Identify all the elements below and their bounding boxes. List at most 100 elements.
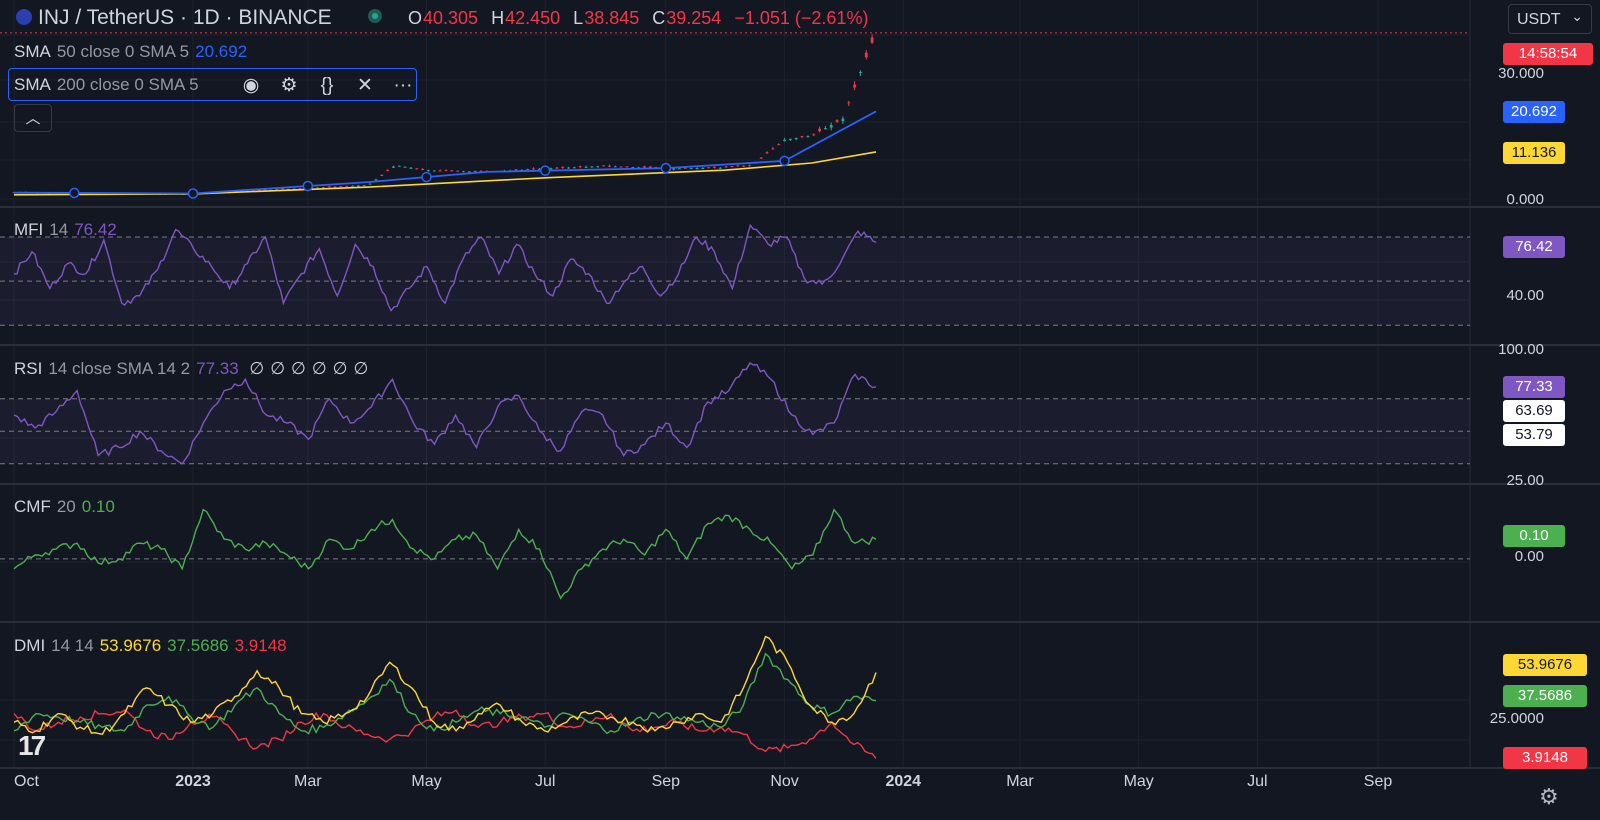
candle-body: [625, 166, 629, 168]
candle-body: [374, 179, 378, 181]
candle-body: [257, 189, 261, 191]
price-tick: 0.000: [1506, 191, 1544, 208]
time-axis-label: Mar: [1006, 773, 1034, 790]
mfi-params: 14: [49, 220, 69, 239]
candle-body: [584, 166, 588, 168]
rsi-null-value: ∅: [332, 359, 348, 378]
candle-body: [473, 170, 477, 172]
time-axis-label: Nov: [770, 773, 798, 790]
dmi-tick: 25.0000: [1489, 710, 1544, 727]
sma200-legend[interactable]: SMA 200 close 0 SMA 5: [14, 75, 205, 95]
sma50-name: SMA: [14, 42, 51, 61]
candle-body: [572, 167, 576, 169]
collapse-legend-button[interactable]: ︿: [14, 104, 52, 132]
rsi-badge: 77.33: [1503, 376, 1565, 398]
candle-body: [392, 166, 395, 168]
time-axis-label: May: [1124, 773, 1154, 790]
axis-settings-icon[interactable]: ⚙: [1539, 784, 1559, 809]
more-icon[interactable]: ···: [393, 75, 413, 96]
candle-body: [345, 185, 349, 187]
minus-di-line: [13, 709, 877, 759]
candle-body: [631, 167, 635, 169]
candle-body: [467, 171, 471, 173]
candle-body: [368, 183, 372, 185]
candle-body: [386, 169, 389, 171]
candle-body: [678, 168, 681, 170]
candle-body: [479, 170, 483, 172]
sma50-params: 50 close 0 SMA 5: [56, 42, 190, 61]
dmi-name: DMI: [14, 636, 46, 655]
candle-body: [783, 139, 786, 142]
candle-body: [316, 187, 319, 189]
source-code-icon[interactable]: {}: [320, 75, 334, 96]
open-label: O: [408, 8, 423, 28]
sma-cross-marker: [302, 180, 314, 192]
time-axis-label: Sep: [1364, 773, 1393, 790]
ohlc-readout: O40.305 H42.450 L38.845 C39.254 −1.051 (…: [408, 8, 876, 29]
candle-body: [748, 165, 751, 167]
mfi-name: MFI: [14, 220, 44, 239]
candle-body: [806, 136, 810, 138]
close-label: C: [652, 8, 666, 28]
candle-body: [794, 137, 798, 140]
rsi-null-value: ∅: [311, 359, 327, 378]
mfi-badge: 76.42: [1503, 236, 1565, 258]
sma-cross-marker: [421, 171, 432, 183]
gear-icon[interactable]: ⚙: [280, 75, 298, 96]
symbol-text: INJ / TetherUS · 1D · BINANCE: [38, 6, 332, 29]
mfi-tick: 40.00: [1506, 287, 1544, 304]
candle-body: [327, 186, 331, 188]
candle-body: [608, 165, 611, 167]
candle-body: [602, 165, 605, 167]
candle-body: [555, 167, 559, 169]
candle-body: [672, 168, 676, 170]
eye-icon[interactable]: ◉: [242, 75, 260, 96]
rsi-null-value: ∅: [249, 359, 265, 378]
sma50-badge: 20.692: [1503, 101, 1565, 123]
currency-select[interactable]: USDT: [1508, 1, 1592, 34]
cmf-legend[interactable]: CMF 20 0.10: [14, 497, 121, 517]
rsi-null-value: ∅: [270, 359, 286, 378]
candle-body: [701, 167, 705, 169]
symbol-title[interactable]: INJ / TetherUS · 1D · BINANCE: [38, 6, 338, 30]
candle-body: [689, 168, 693, 170]
candle-body: [403, 166, 407, 168]
mfi-legend[interactable]: MFI 14 76.42: [14, 220, 123, 240]
candle-body: [800, 135, 804, 138]
sma200-line: [13, 151, 877, 196]
candle-body: [707, 167, 711, 169]
sma200-legend-selected[interactable]: [8, 68, 417, 101]
candle-body: [567, 167, 570, 169]
sma50-legend[interactable]: SMA 50 close 0 SMA 5 20.692: [14, 42, 253, 62]
candle-body: [596, 166, 600, 168]
sma-cross-marker: [779, 155, 790, 167]
close-icon[interactable]: ✕: [357, 75, 373, 96]
candle-body: [298, 188, 302, 190]
sma200-params: 200 close 0 SMA 5: [56, 75, 199, 94]
candle-body: [362, 185, 366, 187]
candle-body: [514, 169, 518, 171]
rsi-params: 14 close SMA 14 2: [48, 359, 191, 378]
plus-di-line: [13, 652, 877, 735]
time-axis-label: May: [411, 773, 441, 790]
candle-body: [450, 170, 454, 172]
candle-body: [841, 118, 845, 122]
candle-body: [339, 186, 343, 188]
time-axis-label: Jul: [535, 773, 555, 790]
cmf-tick: 0.00: [1514, 548, 1544, 565]
change-value: −1.051 (−2.61%): [734, 8, 869, 28]
candle-body: [643, 166, 646, 168]
candle-body: [409, 167, 413, 169]
adx-line: [13, 635, 877, 735]
candle-body: [397, 165, 401, 167]
dmi-legend[interactable]: DMI 14 14 53.9676 37.5686 3.9148: [14, 636, 293, 656]
candle-body: [835, 120, 839, 122]
market-status-icon[interactable]: [368, 9, 382, 23]
candle-body: [561, 166, 565, 168]
low-value: 38.845: [584, 8, 640, 28]
cmf-line: [13, 508, 877, 600]
rsi-legend[interactable]: RSI 14 close SMA 14 2 77.33 ∅ ∅ ∅ ∅ ∅ ∅: [14, 359, 374, 379]
candle-body: [736, 165, 740, 167]
candle-body: [683, 167, 687, 169]
